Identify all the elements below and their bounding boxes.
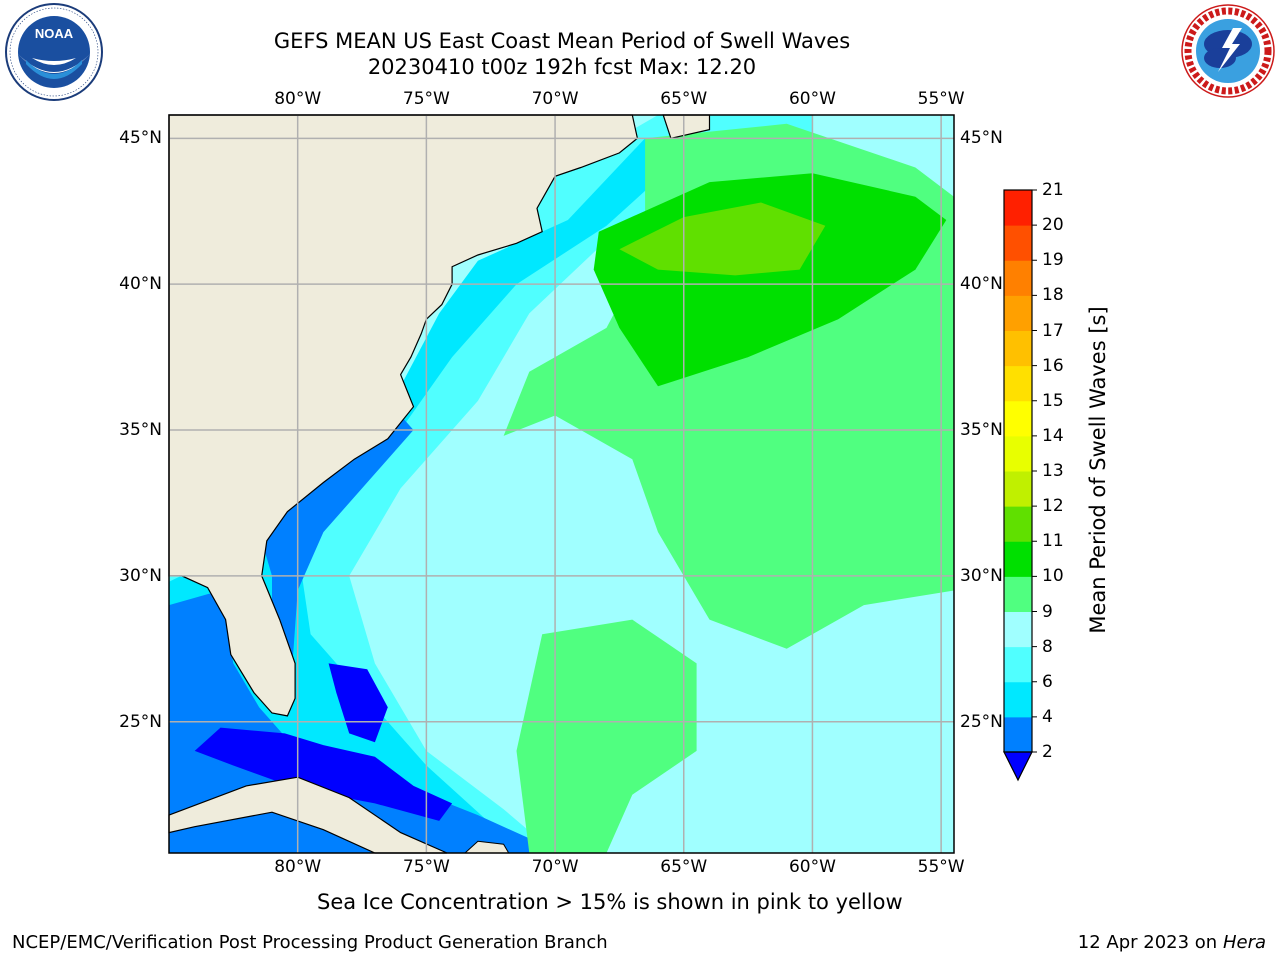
colorbar-segment (1004, 471, 1032, 507)
colorbar-segment (1004, 681, 1032, 718)
lat-tick-right: 30°N (960, 565, 1003, 586)
lon-tick-top: 80°W (274, 89, 322, 109)
colorbar-segment (1004, 295, 1032, 331)
nws-logo (1181, 4, 1275, 98)
lat-tick-right: 40°N (960, 274, 1003, 295)
lon-tick-top: 55°W (917, 89, 965, 109)
lon-tick-top: 60°W (788, 89, 836, 109)
colorbar-tick-label: 13 (1042, 461, 1064, 481)
lon-tick-top: 70°W (531, 89, 579, 109)
machine-name: Hera (1222, 932, 1266, 953)
period-under-2-zone (194, 727, 453, 821)
branch-credit: NCEP/EMC/Verification Post Processing Pr… (12, 932, 608, 953)
svg-text:NOAA: NOAA (35, 26, 74, 41)
colorbar-under-arrow (1003, 751, 1033, 782)
lon-tick-bottom: 55°W (917, 857, 965, 877)
lat-tick-right: 35°N (960, 420, 1003, 441)
colorbar-segment (1004, 611, 1032, 648)
lon-tick-bottom: 75°W (402, 857, 450, 877)
lat-tick-left: 30°N (119, 565, 162, 586)
land-mass (168, 114, 711, 854)
colorbar-segment (1004, 225, 1032, 261)
colorbar-segment (1004, 435, 1032, 472)
colorbar-tick-label: 6 (1042, 671, 1053, 692)
colorbar-tick-label: 17 (1042, 320, 1064, 341)
plot-subtitle: 20230410 t00z 192h fcst Max: 12.20 (367, 55, 757, 79)
colorbar-tick-label: 4 (1042, 706, 1053, 727)
sea-ice-note: Sea Ice Concentration > 15% is shown in … (317, 890, 903, 914)
colorbar-tick-label: 16 (1042, 355, 1064, 376)
colorbar-tick-label: 14 (1042, 425, 1064, 446)
lon-tick-bottom: 80°W (274, 857, 322, 877)
colorbar-segment (1004, 716, 1032, 753)
lon-tick-top: 65°W (660, 89, 708, 109)
lat-tick-right: 45°N (960, 128, 1003, 149)
lat-tick-left: 25°N (119, 711, 162, 732)
run-date: 12 Apr 2023 on Hera (1078, 932, 1266, 953)
map-frame (168, 114, 955, 854)
colorbar-segment (1004, 330, 1032, 367)
colorbar-segment (1004, 541, 1032, 577)
colorbar-segment (1004, 576, 1032, 612)
colorbar-tick-label: 18 (1042, 285, 1064, 306)
colorbar-tick-label: 15 (1042, 390, 1064, 411)
colorbar-segment (1004, 400, 1032, 437)
lon-tick-bottom: 70°W (531, 857, 579, 877)
colorbar-segment (1004, 646, 1032, 683)
north-america-land (168, 114, 639, 717)
period-11-12-zone (619, 202, 826, 276)
lon-tick-bottom: 65°W (660, 857, 708, 877)
colorbar-tick-label: 12 (1042, 496, 1064, 517)
colorbar-segment (1004, 365, 1032, 402)
lon-tick-top: 75°W (402, 89, 450, 109)
colorbar-tick-label: 9 (1042, 601, 1053, 622)
lat-tick-left: 45°N (119, 128, 162, 149)
colorbar-tick-label: 21 (1042, 180, 1064, 200)
noaa-logo: NOAA (5, 3, 103, 101)
colorbar-tick-label: 11 (1042, 531, 1064, 552)
colorbar-tick-label: 2 (1042, 742, 1053, 762)
colorbar-segment (1004, 506, 1032, 542)
lon-tick-bottom: 60°W (788, 857, 836, 877)
colorbar-label: Mean Period of Swell Waves [s] (1086, 306, 1110, 634)
colorbar-segment (1004, 190, 1032, 226)
period-under-2-bahamas (328, 663, 388, 743)
colorbar-tick-label: 10 (1042, 566, 1064, 587)
run-date-text: 12 Apr 2023 on (1077, 932, 1223, 953)
colorbar-tick-label: 19 (1042, 250, 1064, 271)
lat-tick-left: 40°N (119, 274, 162, 295)
graticule (169, 115, 954, 853)
lat-tick-left: 35°N (119, 420, 162, 441)
colorbar-tick-label: 8 (1042, 636, 1053, 657)
period-9-10-south-zone (516, 619, 697, 853)
colorbar-tick-label: 20 (1042, 215, 1064, 236)
plot-title: GEFS MEAN US East Coast Mean Period of S… (273, 29, 851, 53)
lat-tick-right: 25°N (960, 711, 1003, 732)
colorbar-segment (1004, 260, 1032, 296)
